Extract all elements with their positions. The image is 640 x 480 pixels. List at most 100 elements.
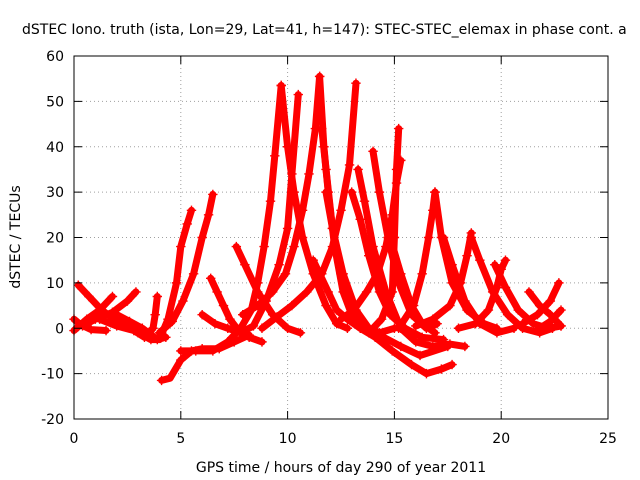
data-point-marker: [393, 123, 404, 134]
data-point-marker: [470, 319, 481, 329]
data-point-marker: [492, 328, 502, 338]
data-point-marker: [387, 287, 397, 297]
data-point-marker: [182, 219, 192, 229]
data-point-marker: [428, 341, 438, 352]
y-tick-label: 0: [55, 321, 64, 337]
data-point-marker: [257, 337, 267, 347]
y-tick-label: -10: [41, 367, 64, 383]
data-point-marker: [359, 196, 370, 206]
data-point-marker: [107, 291, 118, 302]
data-point-marker: [86, 324, 96, 335]
data-point-marker: [436, 364, 447, 374]
data-point-marker: [270, 151, 280, 161]
data-point-marker: [364, 250, 374, 261]
data-point-marker: [460, 296, 470, 306]
data-point-marker: [445, 300, 455, 311]
series-14: [238, 71, 325, 320]
data-point-marker: [492, 282, 502, 293]
data-point-marker: [314, 71, 325, 82]
y-tick-label: 20: [46, 231, 64, 247]
data-point-marker: [321, 300, 331, 311]
data-point-marker: [148, 323, 158, 333]
data-point-marker: [408, 300, 419, 311]
data-point-marker: [317, 123, 327, 134]
data-point-marker: [257, 323, 267, 333]
data-point-marker: [171, 278, 182, 288]
series-7: [122, 205, 197, 345]
data-point-marker: [240, 260, 250, 270]
data-point-marker: [302, 287, 312, 297]
data-point-marker: [554, 278, 564, 288]
data-point-marker: [94, 314, 105, 324]
data-point-marker: [274, 260, 284, 270]
data-point-marker: [212, 287, 222, 297]
y-tick-label: 40: [46, 140, 64, 156]
data-point-marker: [368, 146, 378, 156]
data-point-marker: [156, 375, 167, 386]
data-point-marker: [483, 305, 494, 315]
data-point-marker: [415, 350, 425, 361]
data-point-marker: [428, 314, 438, 324]
data-point-marker: [225, 314, 235, 324]
data-point-marker: [513, 305, 523, 315]
data-point-marker: [475, 255, 485, 265]
data-point-marker: [387, 346, 397, 356]
data-point-marker: [146, 334, 156, 345]
data-point-marker: [432, 319, 442, 329]
data-point-marker: [197, 232, 207, 243]
data-point-marker: [351, 78, 361, 88]
data-point-marker: [430, 187, 440, 197]
data-point-marker: [289, 187, 299, 197]
data-point-marker: [321, 164, 331, 175]
series-30: [411, 228, 476, 331]
data-point-marker: [208, 189, 218, 200]
data-point-marker: [248, 321, 259, 331]
data-point-marker: [556, 321, 566, 331]
y-tick-label: 30: [46, 185, 64, 201]
data-point-marker: [393, 323, 404, 333]
chart-title: dSTEC Iono. truth (ista, Lon=29, Lat=41,…: [22, 22, 627, 38]
data-point-marker: [84, 291, 94, 302]
data-point-marker: [265, 196, 276, 206]
data-point-marker: [252, 287, 263, 297]
y-axis-label: dSTEC / TECUs: [8, 185, 24, 288]
data-point-marker: [133, 328, 143, 338]
data-point-marker: [150, 309, 160, 320]
data-point-marker: [466, 232, 476, 243]
data-point-marker: [327, 223, 338, 234]
series-trace: [365, 125, 403, 337]
series-trace: [277, 82, 351, 332]
data-point-marker: [391, 164, 402, 175]
data-point-marker: [447, 260, 457, 270]
x-tick-label: 25: [599, 431, 617, 447]
series-12: [206, 273, 267, 347]
data-point-marker: [374, 187, 385, 197]
series-trace: [440, 234, 518, 337]
y-tick-label: 60: [46, 49, 64, 65]
y-tick-label: -20: [41, 412, 64, 428]
data-point-marker: [231, 241, 242, 252]
data-point-marker: [361, 287, 372, 297]
data-point-marker: [346, 187, 357, 197]
x-tick-label: 5: [176, 431, 185, 447]
data-point-marker: [447, 359, 457, 370]
data-point-marker: [545, 296, 556, 306]
data-point-marker: [323, 287, 333, 297]
data-point-marker: [556, 305, 566, 315]
data-point-marker: [545, 316, 556, 327]
data-point-marker: [223, 337, 233, 347]
data-point-marker: [293, 89, 303, 100]
data-point-marker: [455, 278, 466, 288]
data-point-marker: [233, 325, 244, 336]
data-point-marker: [349, 305, 359, 315]
data-point-marker: [94, 305, 105, 315]
data-point-marker: [353, 164, 363, 175]
data-point-marker: [137, 323, 148, 333]
x-tick-label: 10: [279, 431, 297, 447]
data-point-marker: [438, 232, 449, 243]
data-point-marker: [332, 319, 342, 329]
data-point-marker: [287, 300, 297, 311]
data-point-marker: [282, 142, 293, 152]
data-point-marker: [272, 312, 282, 322]
